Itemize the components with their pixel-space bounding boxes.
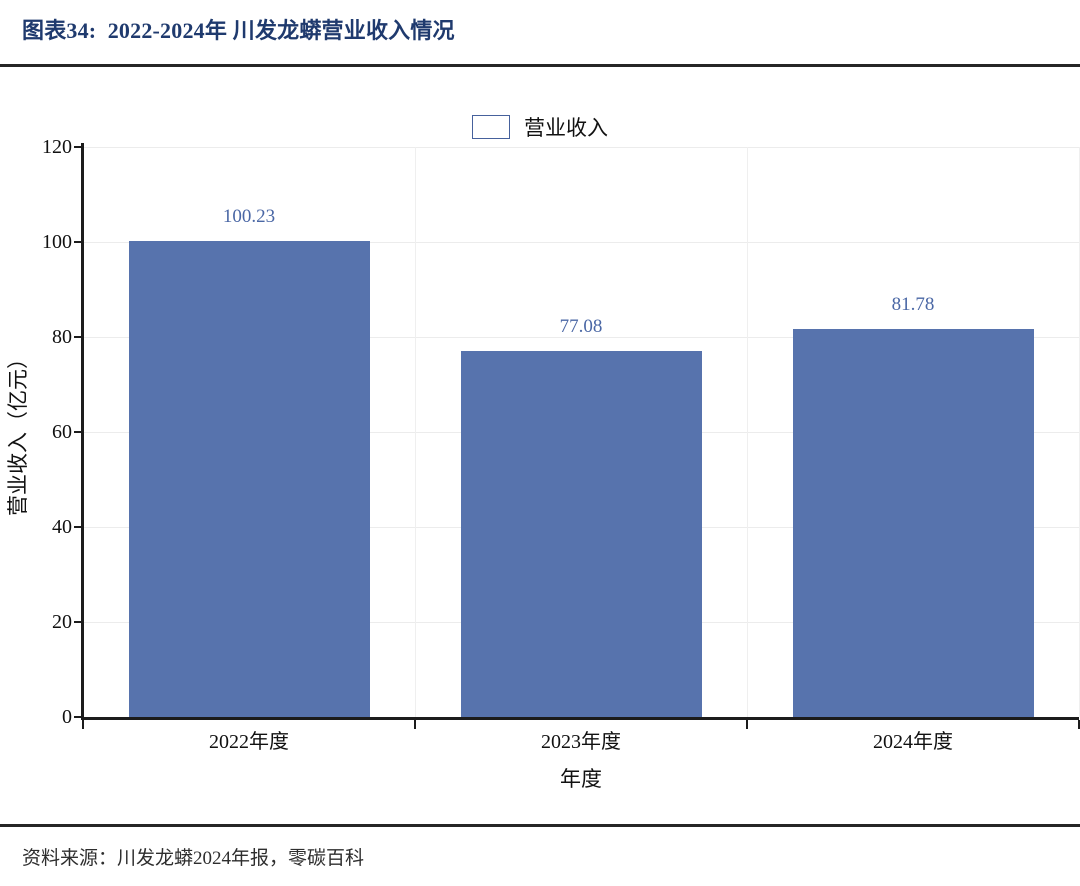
revenue-bar bbox=[128, 241, 370, 717]
x-axis-title: 年度 bbox=[560, 767, 602, 791]
bar-value-label: 77.08 bbox=[559, 316, 603, 337]
y-tick-mark bbox=[74, 716, 83, 718]
y-tick-label: 0 bbox=[62, 706, 72, 728]
y-axis-spine bbox=[81, 143, 84, 720]
y-tick-label: 60 bbox=[52, 421, 72, 443]
y-tick-label: 80 bbox=[52, 326, 72, 348]
bar-value-label: 81.78 bbox=[891, 294, 935, 315]
x-tick-label: 2023年度 bbox=[541, 731, 621, 753]
x-tick-mark bbox=[414, 720, 416, 729]
figure-title: 图表34: 2022-2024年 川发龙蟒营业收入情况 bbox=[22, 18, 455, 43]
footer-divider-line bbox=[0, 824, 1080, 827]
revenue-bar bbox=[460, 351, 702, 717]
y-tick-mark bbox=[74, 146, 83, 148]
title-divider-line bbox=[0, 64, 1080, 67]
y-axis-title: 营业收入（亿元） bbox=[6, 348, 30, 516]
legend-swatch-icon bbox=[472, 115, 510, 139]
gridline-horizontal bbox=[83, 242, 1079, 243]
y-tick-mark bbox=[74, 336, 83, 338]
y-tick-mark bbox=[74, 621, 83, 623]
y-tick-mark bbox=[74, 431, 83, 433]
y-tick-label: 100 bbox=[42, 231, 72, 253]
x-tick-label: 2024年度 bbox=[873, 731, 953, 753]
x-tick-mark bbox=[1078, 720, 1080, 729]
legend-label: 营业收入 bbox=[524, 116, 608, 140]
revenue-bar bbox=[792, 329, 1034, 717]
y-tick-mark bbox=[74, 241, 83, 243]
gridline-horizontal bbox=[83, 337, 1079, 338]
gridline-vertical bbox=[747, 147, 748, 717]
x-tick-mark bbox=[82, 720, 84, 729]
y-tick-label: 120 bbox=[42, 136, 72, 158]
gridline-horizontal bbox=[83, 147, 1079, 148]
x-tick-mark bbox=[746, 720, 748, 729]
y-tick-label: 40 bbox=[52, 516, 72, 538]
y-tick-mark bbox=[74, 526, 83, 528]
gridline-vertical bbox=[415, 147, 416, 717]
x-axis-spine bbox=[81, 717, 1079, 720]
x-tick-label: 2022年度 bbox=[209, 731, 289, 753]
bar-value-label: 100.23 bbox=[222, 206, 276, 227]
source-note: 资料来源：川发龙蟒2024年报，零碳百科 bbox=[22, 848, 365, 869]
chart-legend: 营业收入 bbox=[0, 110, 1080, 144]
y-tick-label: 20 bbox=[52, 611, 72, 633]
